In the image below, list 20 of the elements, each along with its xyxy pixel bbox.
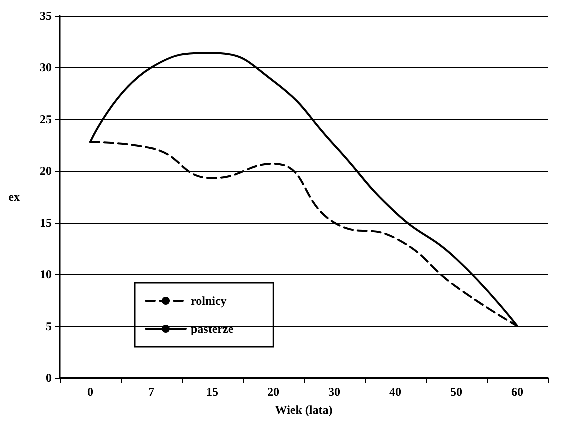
x-tick-label: 50 bbox=[450, 385, 462, 399]
x-axis-title: Wiek (lata) bbox=[275, 403, 333, 417]
y-axis-title: ex bbox=[8, 190, 20, 204]
x-tick-label: 30 bbox=[328, 385, 340, 399]
y-tick-label: 25 bbox=[40, 112, 52, 126]
legend-label: rolnicy bbox=[191, 294, 227, 308]
x-tick-label: 15 bbox=[206, 385, 218, 399]
y-tick-label: 30 bbox=[40, 60, 52, 75]
y-tick-label: 20 bbox=[40, 164, 52, 178]
y-tick-label: 35 bbox=[40, 9, 52, 23]
legend-label: pasterze bbox=[191, 322, 234, 336]
y-tick-label: 10 bbox=[40, 268, 52, 282]
x-tick-label: 0 bbox=[88, 385, 94, 399]
x-tick-label: 60 bbox=[512, 385, 524, 399]
x-tick-label: 7 bbox=[148, 385, 154, 399]
y-tick-label: 15 bbox=[40, 216, 52, 230]
x-tick-label: 20 bbox=[268, 385, 280, 399]
x-tick-label: 40 bbox=[390, 385, 402, 399]
y-tick-label: 0 bbox=[46, 371, 52, 385]
y-tick-label: 5 bbox=[46, 319, 52, 334]
